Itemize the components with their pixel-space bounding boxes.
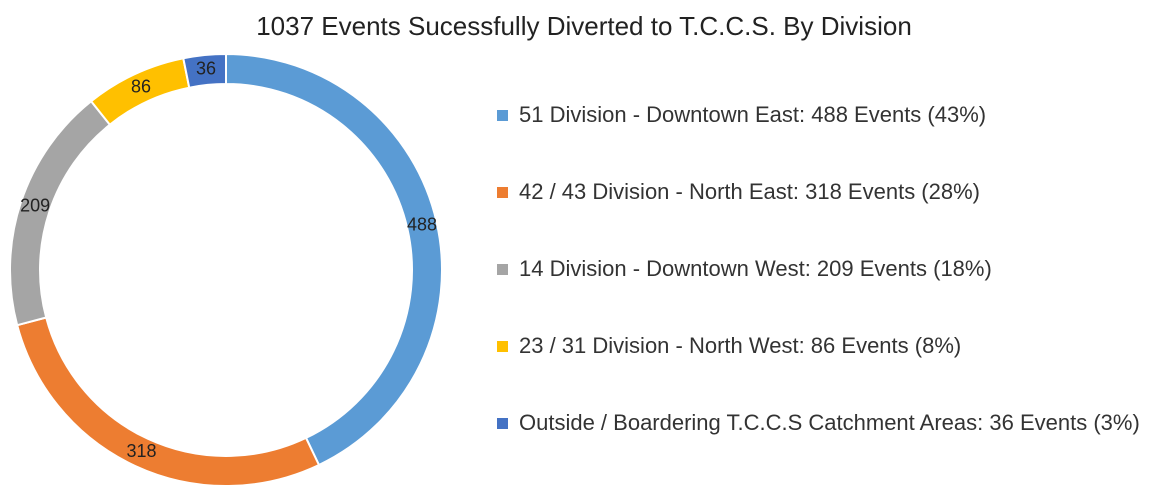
legend-swatch (497, 418, 508, 429)
donut-segment (182, 52, 227, 89)
legend: 51 Division - Downtown East: 488 Events … (497, 98, 1147, 483)
legend-label: 23 / 31 Division - North West: 86 Events… (519, 333, 962, 358)
data-label: 209 (20, 196, 50, 216)
legend-swatch (497, 264, 508, 275)
legend-item: 14 Division - Downtown West: 209 Events … (497, 252, 1147, 329)
legend-item: Outside / Boardering T.C.C.S Catchment A… (497, 406, 1147, 483)
legend-swatch (497, 110, 508, 121)
legend-item: 42 / 43 Division - North East: 318 Event… (497, 175, 1147, 252)
donut-segment (225, 52, 443, 467)
data-label: 86 (131, 77, 151, 97)
legend-item: 51 Division - Downtown East: 488 Events … (497, 98, 1147, 175)
data-label: 318 (126, 441, 156, 461)
legend-swatch (497, 341, 508, 352)
legend-label: Outside / Boardering T.C.C.S Catchment A… (519, 410, 1140, 435)
legend-swatch (497, 187, 508, 198)
legend-label: 42 / 43 Division - North East: 318 Event… (519, 179, 980, 204)
data-label: 488 (407, 214, 437, 234)
donut-segment (15, 316, 321, 487)
legend-item: 23 / 31 Division - North West: 86 Events… (497, 329, 1147, 406)
chart-title: 1037 Events Sucessfully Diverted to T.C.… (256, 11, 912, 41)
legend-label: 14 Division - Downtown West: 209 Events … (519, 256, 992, 281)
legend-label: 51 Division - Downtown East: 488 Events … (519, 102, 987, 127)
data-label: 36 (196, 59, 216, 79)
